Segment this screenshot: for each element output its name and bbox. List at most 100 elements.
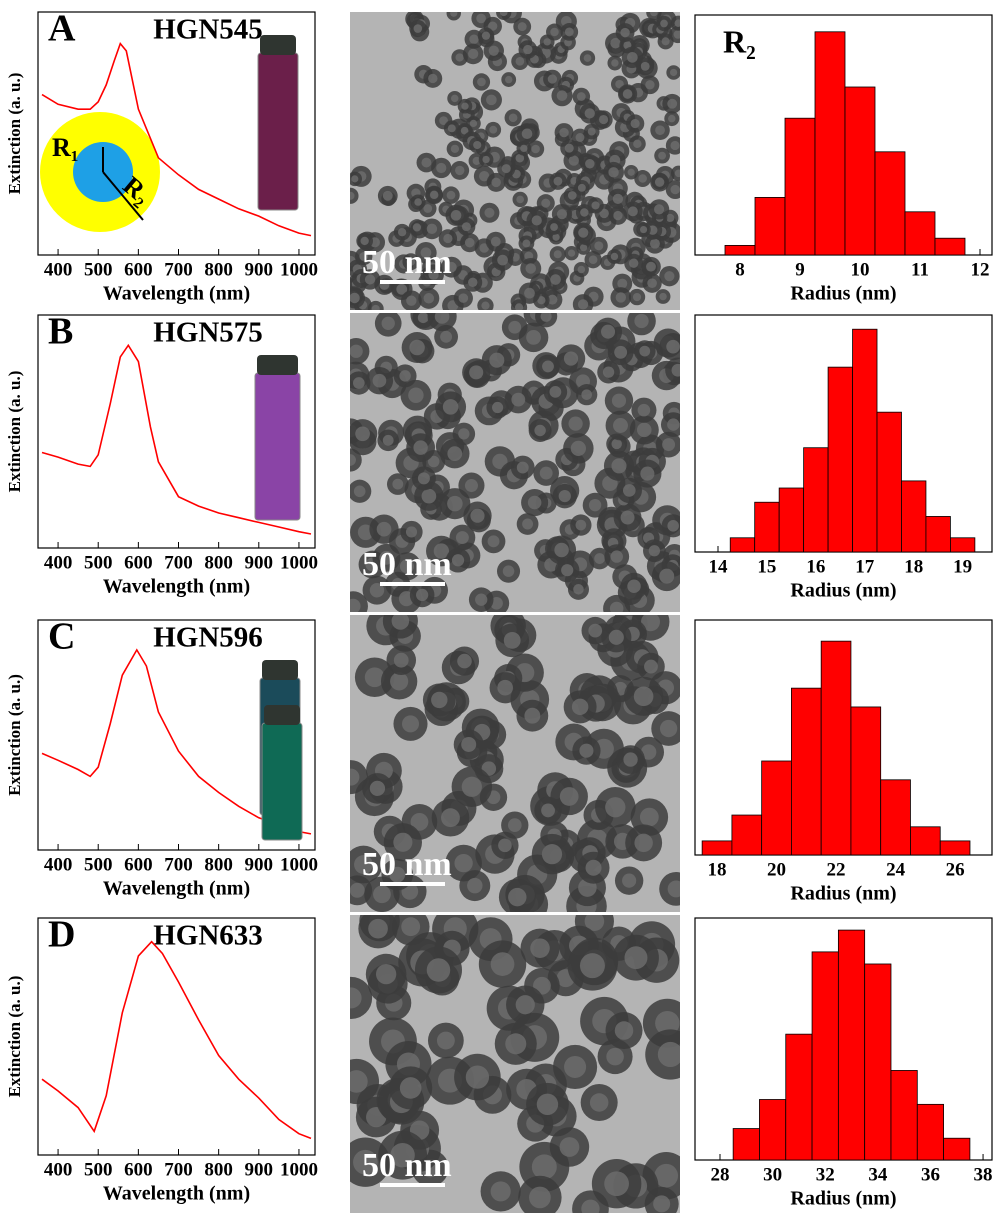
x-axis-label: Wavelength (nm) xyxy=(103,576,250,598)
particle-core xyxy=(530,938,550,958)
panel-letter: A xyxy=(48,8,76,50)
particle-core xyxy=(524,287,535,299)
histogram-bar xyxy=(876,411,902,553)
particle-core xyxy=(450,144,460,153)
particle-core xyxy=(604,1171,629,1197)
particle-core xyxy=(580,208,589,217)
particle-core xyxy=(649,238,660,249)
scale-bar-label: 50 nm xyxy=(362,1147,452,1184)
particle-core xyxy=(522,239,531,248)
x-axis-label: Radius (nm) xyxy=(790,883,896,905)
particle-core xyxy=(563,351,579,366)
tem-image xyxy=(350,12,680,310)
particle-core xyxy=(610,550,623,563)
x-tick-label: 1000 xyxy=(280,259,318,280)
particle-core xyxy=(605,797,626,818)
particle-core xyxy=(540,313,552,322)
scale-bar-label: 50 nm xyxy=(362,846,452,883)
particle-core xyxy=(529,1186,551,1209)
particle-core xyxy=(447,124,456,133)
particle-core xyxy=(613,418,628,433)
particle-core xyxy=(666,213,675,223)
particle-core xyxy=(368,918,388,939)
histogram-bar xyxy=(701,840,733,856)
vial-cap xyxy=(264,705,300,725)
particle-core xyxy=(526,329,541,345)
particle-core xyxy=(577,265,586,274)
particle-core xyxy=(414,198,422,206)
particle-core xyxy=(515,995,535,1015)
x-tick-label: 500 xyxy=(84,1159,113,1180)
particle-core xyxy=(670,140,680,151)
x-tick-label: 36 xyxy=(921,1164,940,1185)
particle-core xyxy=(505,75,513,84)
x-tick-label: 900 xyxy=(245,259,274,280)
histogram-bar xyxy=(850,706,882,856)
particle-core xyxy=(644,659,658,674)
particle-core xyxy=(547,74,558,84)
particle-core xyxy=(396,283,408,295)
particle-core xyxy=(575,519,587,531)
vial-body xyxy=(261,722,303,841)
particle-core xyxy=(350,344,363,358)
particle-core xyxy=(350,1070,368,1093)
particle-core xyxy=(413,24,423,33)
particle-core xyxy=(634,833,653,853)
panel-title: HGN575 xyxy=(153,317,263,349)
particle-core xyxy=(628,258,639,268)
particle-core xyxy=(492,453,508,469)
particle-core xyxy=(611,393,627,408)
particle-core xyxy=(499,12,508,17)
x-axis-label: Wavelength (nm) xyxy=(103,1183,250,1205)
particle-core xyxy=(670,184,680,195)
particle-core xyxy=(455,531,469,545)
particle-core xyxy=(638,174,647,183)
particle-core xyxy=(659,568,675,584)
scale-bar-label: 50 nm xyxy=(362,244,452,281)
particle-core xyxy=(376,521,392,537)
particle-core xyxy=(461,222,471,232)
particle-core xyxy=(654,204,665,215)
particle-core xyxy=(446,190,456,200)
particle-core xyxy=(451,554,465,567)
tem-image xyxy=(350,313,680,612)
particle-core xyxy=(473,140,482,150)
particle-core xyxy=(507,818,522,832)
particle-core xyxy=(420,247,432,259)
particle-core xyxy=(671,363,680,377)
particle-core xyxy=(648,545,661,557)
particle-core xyxy=(372,373,387,388)
particle-core xyxy=(364,274,376,285)
particle-core xyxy=(556,90,568,101)
particle-core xyxy=(653,1195,671,1213)
x-tick-label: 900 xyxy=(245,854,274,875)
particle-core xyxy=(469,34,479,44)
histogram-bar xyxy=(732,1128,760,1161)
particle-core xyxy=(479,170,490,182)
particle-core xyxy=(581,389,593,400)
particle-core xyxy=(479,243,490,253)
particle-core xyxy=(465,1065,490,1089)
particle-core xyxy=(614,1021,634,1040)
particle-core xyxy=(440,330,453,343)
particle-core xyxy=(392,478,404,490)
particle-core xyxy=(577,183,586,192)
particle-core xyxy=(658,151,667,160)
particle-core xyxy=(674,19,680,27)
particle-core xyxy=(558,489,571,503)
particle-core xyxy=(412,223,422,232)
particle-core xyxy=(601,324,616,339)
x-tick-label: 11 xyxy=(911,259,929,280)
particle-core xyxy=(608,629,624,645)
particle-core xyxy=(382,434,394,446)
particle-core xyxy=(571,698,589,716)
particle-core xyxy=(490,236,501,247)
particle-core xyxy=(615,79,624,89)
particle-core xyxy=(581,1199,600,1213)
particle-core xyxy=(464,479,478,493)
particle-core xyxy=(669,68,678,77)
histogram-bar xyxy=(880,779,911,856)
particle-core xyxy=(645,80,655,90)
particle-core xyxy=(488,45,499,56)
